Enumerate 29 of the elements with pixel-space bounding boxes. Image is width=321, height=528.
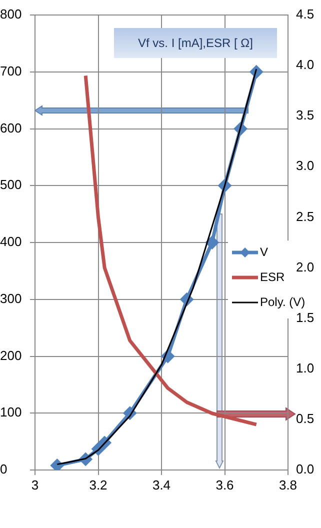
y2-tick-label: 3.5 [296, 108, 314, 123]
x-tick-label: 3.6 [216, 477, 234, 492]
y-tick-label: 800 [0, 6, 22, 22]
y2-tick-label: 1.0 [296, 360, 314, 376]
y-tick-label: 300 [0, 290, 22, 306]
y2-tick-label: 4.0 [296, 57, 314, 72]
point [206, 236, 218, 249]
y-tick-label: 400 [0, 234, 22, 250]
legend-label: V [260, 244, 268, 259]
y2-tick-label: 3.0 [296, 158, 314, 174]
point [50, 459, 64, 470]
y-tick-label: 200 [0, 348, 22, 363]
y-tick-label: 500 [0, 177, 22, 192]
y2-tick-label: 1.5 [296, 310, 314, 325]
x-tick-label: 3 [31, 477, 39, 492]
legend-label: ESR [260, 270, 286, 284]
x-tick-label: 3.8 [278, 477, 298, 492]
y-tick-label: 100 [0, 404, 22, 420]
y2-tick-label: 0.5 [296, 411, 314, 426]
y-tick-label: 600 [0, 120, 22, 136]
y-tick-label: 700 [0, 63, 22, 78]
y2-tick-label: 2.5 [296, 208, 314, 224]
y2-tick-label: 2.0 [296, 259, 314, 274]
x-tick-label: 3.4 [152, 477, 171, 492]
x-tick-label: 3.2 [89, 477, 108, 492]
legend-label: Poly. (V) [260, 294, 306, 309]
y2-tick-label: 4.5 [296, 6, 314, 22]
y-tick-label: 0 [0, 462, 8, 477]
y2-tick-label: 0.0 [296, 462, 314, 477]
